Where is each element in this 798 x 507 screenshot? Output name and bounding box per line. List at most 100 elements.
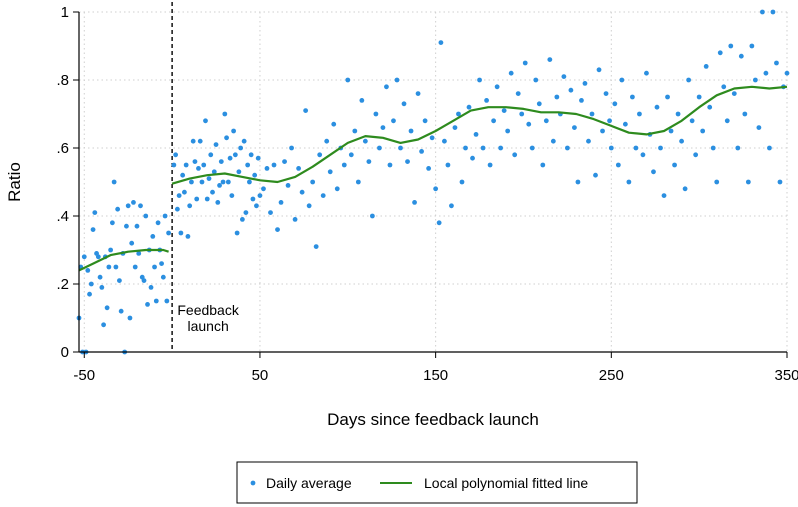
data-point <box>522 60 528 66</box>
data-point <box>324 138 330 144</box>
y-tick-label: .8 <box>56 72 69 89</box>
data-point <box>459 179 465 185</box>
y-ticks: 0 .2 .4 .6 .8 1 <box>56 4 79 361</box>
data-point <box>236 169 242 175</box>
data-point <box>429 135 435 141</box>
data-point <box>377 145 382 151</box>
data-point <box>387 162 393 168</box>
legend-label-fitted-line: Local polynomial fitted line <box>424 475 588 491</box>
data-point <box>299 189 305 195</box>
data-point <box>526 121 532 127</box>
data-point <box>756 125 762 130</box>
data-point <box>466 104 472 110</box>
data-point <box>686 77 692 83</box>
data-point <box>239 217 245 222</box>
data-point <box>252 172 258 178</box>
data-point <box>644 70 649 76</box>
data-point <box>232 152 238 158</box>
data-point <box>189 179 194 185</box>
data-point <box>380 125 386 130</box>
data-point <box>487 162 493 168</box>
y-tick-label: .6 <box>56 140 69 157</box>
y-tick-label: 0 <box>61 344 69 361</box>
data-point <box>501 108 507 113</box>
data-point <box>579 98 584 103</box>
data-point <box>310 179 316 185</box>
annotation-launch: launch <box>187 318 228 334</box>
data-point <box>735 145 741 151</box>
data-point <box>313 244 319 250</box>
data-point <box>171 162 177 168</box>
data-point <box>586 138 591 144</box>
data-point <box>728 43 734 49</box>
data-point <box>767 145 772 151</box>
data-point <box>192 159 198 165</box>
data-point <box>419 149 424 154</box>
data-point <box>373 111 379 117</box>
data-point <box>201 162 207 168</box>
data-point <box>90 227 96 233</box>
data-point <box>480 145 486 151</box>
data-point <box>182 189 187 195</box>
data-point <box>401 101 407 107</box>
data-point <box>115 206 121 212</box>
data-point <box>543 118 549 124</box>
data-point <box>118 308 124 314</box>
y-tick-label: .2 <box>56 276 69 293</box>
data-point <box>141 278 147 283</box>
data-point <box>92 210 98 216</box>
x-tick-label: 350 <box>774 367 798 384</box>
data-point <box>245 162 251 168</box>
data-point <box>225 179 231 185</box>
data-point <box>187 203 193 209</box>
data-point <box>152 264 157 270</box>
data-point <box>784 70 790 76</box>
data-point <box>777 179 783 185</box>
data-point <box>498 145 504 151</box>
data-point <box>426 166 432 171</box>
data-point <box>533 77 539 83</box>
data-point <box>665 94 670 100</box>
data-point <box>564 145 570 151</box>
data-point <box>229 193 235 199</box>
axes <box>78 12 787 353</box>
data-point <box>554 94 560 100</box>
data-point <box>217 183 222 188</box>
data-point <box>352 128 358 134</box>
data-point <box>438 40 444 45</box>
data-point <box>234 230 240 236</box>
data-point <box>296 166 302 171</box>
data-point <box>582 81 588 86</box>
data-point <box>97 274 103 280</box>
data-point <box>603 91 609 96</box>
data-point <box>199 179 205 185</box>
data-point <box>108 247 114 253</box>
data-point <box>505 128 511 134</box>
data-point <box>654 104 660 110</box>
data-point <box>422 118 428 124</box>
data-point <box>408 128 414 134</box>
data-point <box>132 264 138 270</box>
data-point <box>264 166 270 171</box>
data-point <box>436 220 442 226</box>
data-point <box>204 196 210 202</box>
data-point <box>81 254 87 260</box>
legend-box <box>236 461 638 504</box>
data-point <box>129 240 135 246</box>
data-point <box>394 77 400 83</box>
data-point <box>359 98 365 103</box>
data-point <box>306 203 312 209</box>
data-point <box>241 138 247 144</box>
data-point <box>271 162 277 168</box>
data-point <box>651 169 656 175</box>
data-point <box>612 101 618 107</box>
data-point <box>491 118 497 124</box>
data-point <box>320 193 326 199</box>
data-point <box>197 138 203 144</box>
data-point <box>619 77 625 83</box>
data-point <box>633 145 639 151</box>
data-point <box>714 179 720 185</box>
data-point <box>247 179 252 185</box>
data-point <box>180 172 186 178</box>
